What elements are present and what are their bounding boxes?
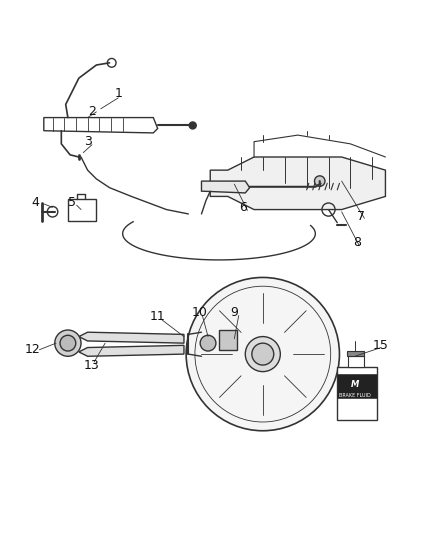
Polygon shape <box>79 345 184 356</box>
Polygon shape <box>210 157 385 209</box>
Text: 3: 3 <box>84 135 92 148</box>
Polygon shape <box>79 332 184 343</box>
Text: 1: 1 <box>114 87 122 100</box>
Bar <box>337 374 377 398</box>
Circle shape <box>200 335 216 351</box>
Circle shape <box>186 278 339 431</box>
Bar <box>337 367 377 420</box>
Bar <box>348 356 364 367</box>
Circle shape <box>252 343 274 365</box>
Circle shape <box>314 176 325 187</box>
Text: 10: 10 <box>191 306 207 319</box>
Bar <box>347 351 364 356</box>
Text: 9: 9 <box>230 306 238 319</box>
Text: 15: 15 <box>373 339 389 352</box>
Polygon shape <box>201 181 250 193</box>
Text: 12: 12 <box>25 343 41 356</box>
Circle shape <box>189 122 196 129</box>
Text: 6: 6 <box>239 201 247 214</box>
Polygon shape <box>44 118 158 133</box>
Text: M: M <box>350 380 359 389</box>
Bar <box>219 330 237 350</box>
Circle shape <box>245 336 280 372</box>
Text: BRAKE FLUID: BRAKE FLUID <box>339 393 371 398</box>
Bar <box>68 199 96 221</box>
Text: 7: 7 <box>357 209 365 223</box>
Text: 4: 4 <box>31 197 39 209</box>
Text: 11: 11 <box>150 310 166 324</box>
Text: 5: 5 <box>68 197 76 209</box>
Text: 8: 8 <box>353 236 361 249</box>
Text: 2: 2 <box>88 104 96 117</box>
Circle shape <box>55 330 81 356</box>
Text: 13: 13 <box>84 359 100 372</box>
Circle shape <box>60 335 76 351</box>
